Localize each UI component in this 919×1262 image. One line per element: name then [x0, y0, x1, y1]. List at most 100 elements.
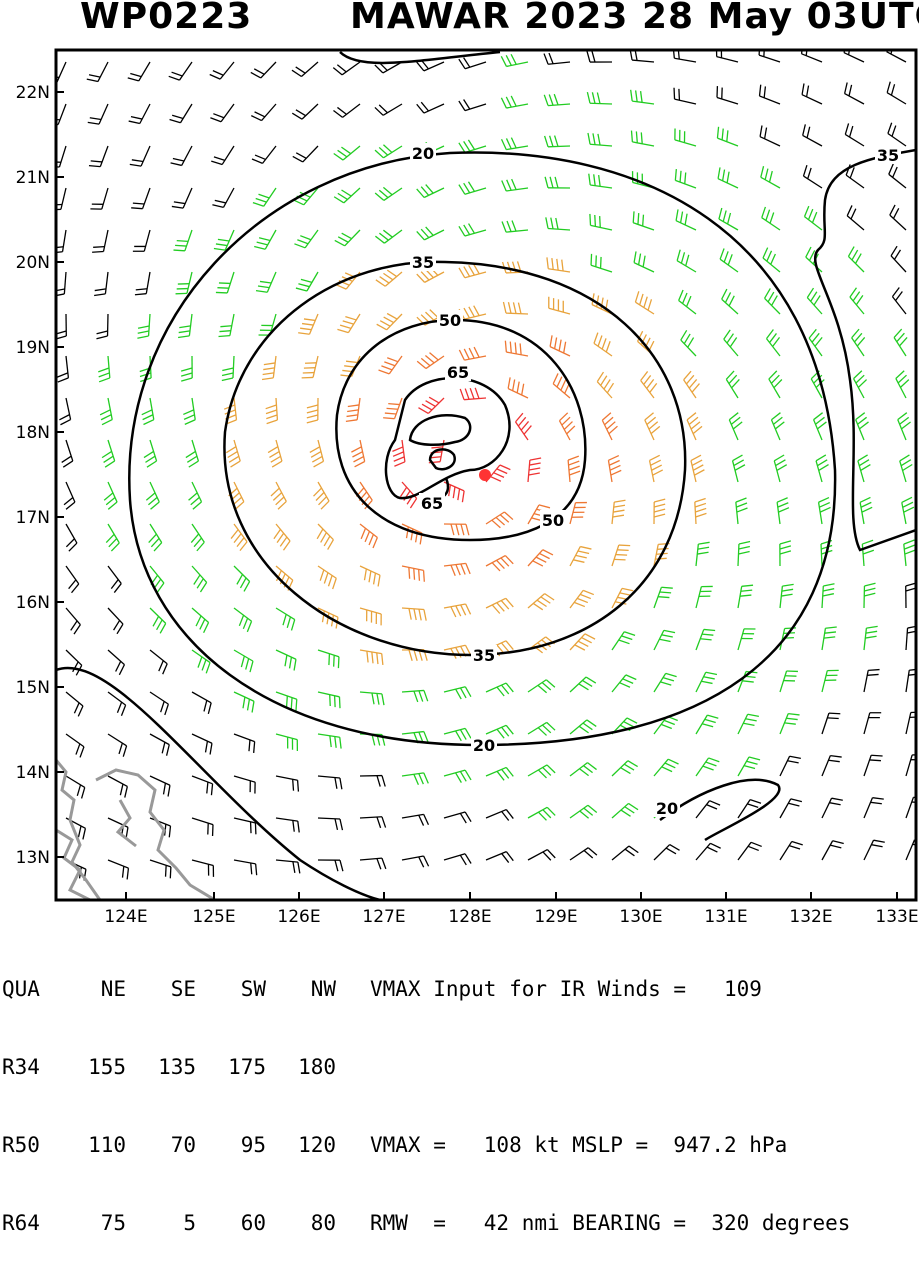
barb-shaft — [777, 502, 780, 524]
wind-barb — [318, 776, 342, 789]
wind-barb — [864, 626, 878, 650]
wind-barb — [654, 845, 680, 860]
barb-flag — [383, 230, 392, 237]
barb-shaft — [528, 807, 547, 818]
barb-flag — [765, 169, 768, 180]
barb-shaft — [906, 797, 913, 818]
barb-flag — [324, 536, 330, 546]
barb-flag — [215, 200, 226, 203]
wind-barb — [108, 860, 128, 879]
barb-flag — [474, 306, 479, 316]
barb-flag — [377, 776, 380, 787]
barb-shaft — [276, 482, 286, 501]
wind-barb — [807, 288, 822, 314]
wind-barb — [351, 440, 364, 467]
barb-flag — [518, 303, 521, 314]
barb-flag — [283, 541, 290, 550]
wind-barb — [771, 413, 784, 440]
barb-flag — [593, 133, 595, 144]
barb-flag — [654, 509, 665, 512]
wind-barb — [100, 398, 112, 425]
wind-barb — [587, 51, 612, 62]
barb-flag — [298, 333, 309, 334]
barb-flag — [724, 330, 730, 339]
barb-shaft — [402, 690, 424, 692]
barb-flag — [66, 539, 74, 547]
barb-flag — [262, 378, 273, 380]
barb-shaft — [318, 692, 339, 697]
barb-flag — [293, 820, 294, 831]
barb-flag — [723, 170, 725, 181]
wind-barb — [676, 209, 696, 230]
barb-shaft — [276, 860, 298, 862]
barb-flag — [892, 126, 896, 137]
wind-barb — [251, 104, 276, 121]
wind-barb — [360, 776, 385, 787]
barb-flag — [862, 540, 873, 544]
barb-flag — [302, 324, 313, 325]
barb-flag — [340, 860, 343, 871]
barb-flag — [421, 229, 429, 237]
wind-barb — [762, 207, 780, 230]
barb-flag — [774, 455, 784, 461]
barb-shaft — [759, 55, 780, 62]
barb-flag — [125, 786, 128, 797]
barb-shaft — [736, 502, 738, 524]
barb-flag — [330, 695, 331, 706]
barb-flag — [545, 136, 548, 147]
barb-flag — [376, 280, 385, 286]
barb-shaft — [318, 524, 333, 540]
barb-flag — [802, 83, 804, 94]
barb-flag — [290, 657, 292, 668]
barb-flag — [460, 771, 466, 781]
barb-flag — [621, 810, 631, 816]
wind-barb — [276, 776, 298, 792]
barb-flag — [613, 510, 624, 512]
barb-shaft — [717, 97, 738, 104]
barb-flag — [88, 122, 99, 124]
wind-barb — [892, 288, 906, 314]
barb-flag — [507, 221, 511, 232]
wind-barb — [66, 566, 79, 593]
barb-flag — [453, 487, 455, 498]
barb-flag — [545, 177, 548, 188]
barb-flag — [806, 247, 811, 257]
barb-flag — [903, 464, 913, 470]
wind-barb — [780, 714, 800, 734]
barb-flag — [601, 376, 607, 386]
barb-flag — [111, 580, 118, 589]
wind-barb — [559, 413, 574, 440]
barb-flag — [456, 565, 460, 576]
barb-flag — [500, 515, 509, 523]
barb-flag — [513, 302, 516, 313]
barb-flag — [196, 616, 201, 626]
lat-label: 14N — [16, 763, 50, 783]
wind-barb — [234, 818, 256, 834]
barb-flag — [587, 763, 596, 770]
barb-shaft — [846, 175, 864, 188]
barb-flag — [709, 758, 720, 762]
wind-barb — [612, 761, 638, 776]
wind-barb — [505, 341, 528, 356]
barb-shaft — [486, 556, 505, 566]
barb-flag — [172, 72, 183, 76]
wind-barb — [528, 680, 555, 693]
wind-barb — [612, 588, 633, 608]
barb-flag — [611, 470, 621, 475]
barb-flag — [222, 368, 233, 370]
barb-flag — [610, 465, 620, 470]
barb-flag — [417, 189, 424, 198]
barb-flag — [559, 340, 561, 351]
barb-flag — [722, 129, 723, 140]
barb-flag — [71, 621, 77, 630]
barb-flag — [120, 784, 123, 795]
barb-flag — [424, 773, 429, 783]
barb-flag — [340, 819, 342, 830]
barb-flag — [725, 292, 730, 302]
wind-barb — [106, 524, 119, 551]
barb-flag — [543, 550, 553, 555]
barb-flag — [584, 808, 593, 815]
barb-shaft — [105, 272, 108, 294]
barb-flag — [863, 550, 874, 554]
